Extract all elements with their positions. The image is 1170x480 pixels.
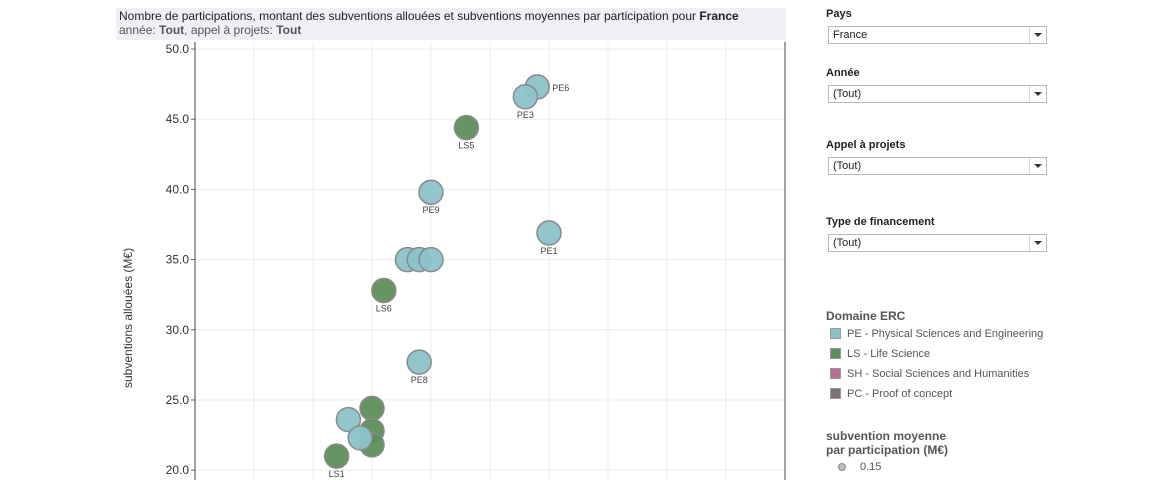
y-tick-label: 35.0	[166, 253, 190, 267]
data-point	[371, 277, 397, 304]
data-point	[453, 114, 480, 141]
legend-label-pe: PE - Physical Sciences and Engineering	[847, 328, 1044, 340]
legend-item-pe[interactable]: PE - Physical Sciences and Engineering	[830, 328, 1043, 340]
y-tick-label: 25.0	[166, 393, 190, 407]
legend-item-pc[interactable]: PC - Proof of concept	[830, 388, 952, 400]
filter-annee-label: Année	[826, 67, 860, 79]
filter-appel-arrow[interactable]	[1029, 158, 1046, 174]
legend-swatch-pc	[830, 388, 841, 399]
filter-pays-label: Pays	[826, 8, 852, 20]
filter-annee-value: (Tout)	[833, 88, 862, 100]
chart-title-country: France	[699, 9, 739, 23]
point-label: LS6	[376, 303, 392, 313]
point-label: LS1	[329, 469, 345, 479]
data-point	[323, 443, 350, 469]
legend-item-ls[interactable]: LS - Life Science	[830, 348, 930, 360]
legend-label-pc: PC - Proof of concept	[847, 388, 953, 400]
data-point	[418, 246, 444, 273]
y-tick-label: 20.0	[166, 463, 190, 477]
chart-title-band: Nombre de participations, montant des su…	[116, 8, 786, 40]
data-point	[406, 349, 432, 375]
point-label: PE1	[540, 246, 557, 256]
chevron-down-icon	[1034, 164, 1042, 168]
filter-pays-arrow[interactable]	[1029, 27, 1046, 43]
legend-label-sh: SH - Social Sciences and Humanities	[847, 368, 1030, 380]
point-label: PE6	[552, 83, 569, 93]
point-label: PE9	[422, 205, 439, 215]
size-legend-title: subvention moyenne par participation (M€…	[826, 429, 948, 457]
point-label: LS5	[458, 141, 474, 151]
data-point	[536, 220, 562, 246]
chevron-down-icon	[1034, 33, 1042, 37]
point-label: PE3	[517, 110, 534, 120]
size-legend-title-line2: par participation (M€)	[826, 443, 949, 457]
y-axis-label: subventions allouées (M€)	[121, 247, 135, 388]
y-tick-label: 50.0	[166, 42, 190, 56]
y-tick-label: 40.0	[166, 182, 190, 196]
size-legend-dot	[838, 463, 846, 471]
filter-type-value: (Tout)	[833, 237, 862, 249]
filter-annee-arrow[interactable]	[1029, 86, 1046, 102]
legend-title: Domaine ERC	[826, 309, 906, 323]
point-label: PE8	[411, 375, 428, 385]
legend-label-ls: LS - Life Science	[847, 348, 931, 360]
size-legend-value: 0.15	[860, 461, 882, 473]
data-point	[512, 84, 539, 110]
legend-item-sh[interactable]: SH - Social Sciences and Humanities	[830, 368, 1029, 380]
legend-swatch-pe	[830, 328, 841, 339]
data-point	[335, 406, 362, 433]
subtitle-call-label: , appel à projets:	[184, 23, 277, 37]
subtitle-year-label: année:	[119, 23, 160, 37]
subtitle-year-value: Tout	[159, 23, 185, 37]
y-tick-label: 45.0	[166, 112, 190, 126]
filter-type-dropdown[interactable]: (Tout)	[828, 234, 1047, 252]
data-point	[418, 179, 444, 205]
legend-swatch-ls	[830, 348, 841, 359]
legend-swatch-sh	[830, 368, 841, 379]
scatter-chart: 50.0 45.0 40.0 35.0 30.0 25.0 20.0 PE6 PE3 LS5 PE9…	[166, 42, 786, 480]
filter-appel-dropdown[interactable]: (Tout)	[828, 157, 1047, 175]
chevron-down-icon	[1034, 92, 1042, 96]
chart-title-text: Nombre de participations, montant des su…	[119, 9, 700, 23]
filter-pays-dropdown[interactable]: France	[828, 26, 1047, 44]
data-point	[347, 425, 373, 451]
chart-title: Nombre de participations, montant des su…	[119, 9, 739, 23]
chart-subtitle: année: Tout, appel à projets: Tout	[119, 23, 301, 37]
y-tick-label: 30.0	[166, 323, 190, 337]
filter-annee-dropdown[interactable]: (Tout)	[828, 85, 1047, 103]
subtitle-call-value: Tout	[276, 23, 302, 37]
size-legend-title-line1: subvention moyenne	[826, 429, 947, 443]
chevron-down-icon	[1034, 241, 1042, 245]
filter-type-arrow[interactable]	[1029, 235, 1046, 251]
filter-pays-value: France	[833, 29, 868, 41]
filter-type-label: Type de financement	[826, 216, 935, 228]
filter-appel-label: Appel à projets	[826, 139, 906, 151]
data-point	[359, 395, 385, 422]
filter-appel-value: (Tout)	[833, 160, 862, 172]
